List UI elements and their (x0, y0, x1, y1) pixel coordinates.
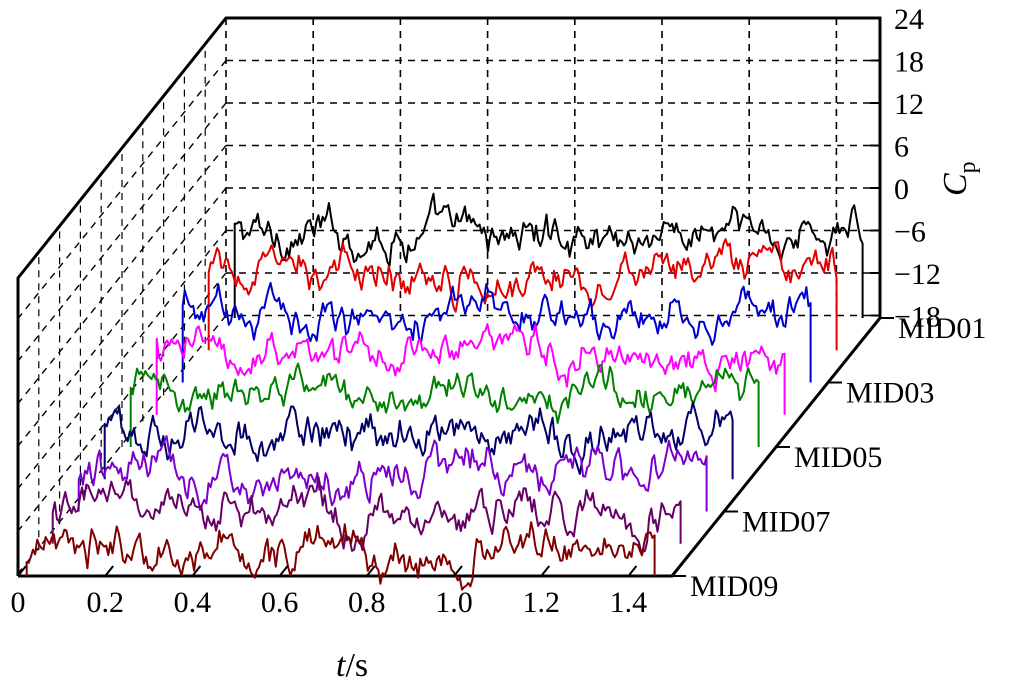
y-tick-label: MID01 (898, 312, 986, 345)
z-tick-label: 6 (894, 131, 909, 164)
grid-line-side (17, 102, 227, 362)
z-tick-label: −12 (894, 258, 941, 291)
z-tick-label: 18 (894, 46, 924, 79)
x-tick-mark (104, 565, 114, 577)
grid-line-side (17, 230, 227, 489)
series-line-mid04 (155, 323, 786, 415)
x-tick-mark (191, 565, 202, 577)
series-line-mid09 (25, 521, 656, 591)
z-tick-labels: 24 18 12 6 0 −6 −12 −18 (870, 3, 941, 334)
x-tick-mark (627, 565, 638, 577)
y-tick-label: MID03 (846, 377, 934, 410)
series-line-mid01 (233, 192, 864, 318)
z-tick-label: 24 (894, 3, 924, 36)
grid-line-side (17, 60, 227, 319)
wall-edges (16, 16, 882, 576)
series-line-mid03 (181, 281, 812, 383)
x-tick-mark (366, 565, 376, 577)
x-tick-mark (17, 565, 27, 577)
x-tick-label: 0 (11, 586, 26, 619)
x-tick-mark (540, 565, 550, 577)
y-tick-label: MID09 (690, 570, 778, 603)
z-tick-label: −18 (894, 301, 941, 334)
x-tick-labels: 0 0.2 0.4 0.6 0.8 1.0 1.2 1.4 (11, 565, 648, 619)
x-tick-label: 0.2 (86, 586, 124, 619)
x-tick-label: 1.0 (435, 586, 473, 619)
x-tick-label: 0.8 (348, 586, 386, 619)
series-line-mid07 (77, 435, 708, 512)
y-tick-labels: MID01 MID03 MID05 MID07 MID09 (672, 312, 986, 603)
x-tick-label: 1.2 (522, 586, 560, 619)
x-tick-label: 0.6 (261, 586, 299, 619)
axis-frame (16, 16, 882, 578)
x-tick-mark (278, 565, 289, 577)
x-tick-label: 0.4 (174, 586, 212, 619)
z-axis-title: Cp (937, 161, 981, 196)
grid (17, 17, 880, 574)
x-tick-mark (453, 565, 463, 577)
series-line-mid06 (103, 401, 734, 480)
grid-line-side (17, 272, 227, 532)
x-tick-label: 1.4 (610, 586, 648, 619)
series-line-mid05 (129, 362, 760, 447)
z-tick-label: −6 (894, 216, 926, 249)
z-tick-label: 0 (894, 173, 909, 206)
grid-line-side (17, 145, 227, 404)
y-tick-label: MID05 (794, 441, 882, 474)
y-tick-label: MID07 (742, 506, 830, 539)
series-line-mid08 (51, 476, 682, 553)
series-group (25, 192, 864, 591)
grid-line-side (17, 187, 227, 447)
x-axis-title: t/s (336, 647, 368, 684)
z-tick-label: 12 (894, 88, 924, 121)
series-line-mid02 (207, 238, 838, 351)
